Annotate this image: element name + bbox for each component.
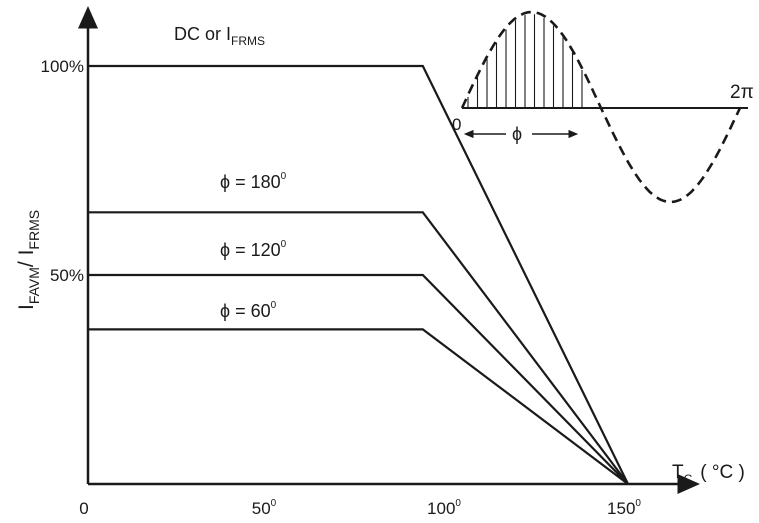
series-label-0: DC or IFRMS (174, 24, 265, 48)
conduction-angle-inset: 0 2π ϕ (452, 10, 754, 204)
series-line-1 (88, 211, 629, 485)
y-axis-label-slash: / (15, 255, 38, 267)
x-tick-degree-1: 0 (271, 498, 277, 509)
x-axis-label-unit: ( °C ) (700, 462, 745, 483)
series-label-main-1: ϕ = 180 (220, 172, 281, 192)
x-tick-degree-2: 0 (455, 498, 461, 509)
inset-conduction-hatch (467, 14, 583, 108)
inset-sine-wave (460, 10, 742, 204)
series-line-0 (88, 64, 629, 485)
series-label-main-2: ϕ = 120 (220, 240, 281, 260)
x-tick-label-1: 500 (252, 498, 277, 518)
series-label-degree-2: 0 (281, 239, 287, 250)
y-tick-label-1: 100% (41, 57, 84, 76)
series-line-2 (88, 273, 629, 485)
y-axis-label-sub2: FRMS (26, 210, 42, 250)
series-label-1: ϕ = 1800 (220, 171, 287, 192)
inset-angle-label: ϕ (512, 124, 522, 144)
series-label-sub-0: FRMS (231, 34, 265, 48)
series-layer (88, 64, 629, 485)
series-label-degree-1: 0 (281, 171, 287, 182)
y-axis-label-sub1: FAVM (26, 267, 42, 304)
series-label-3: ϕ = 600 (220, 300, 277, 321)
series-label-2: ϕ = 1200 (220, 239, 287, 260)
series-label-main-3: ϕ = 60 (220, 301, 271, 321)
y-tick-label-0: 50% (50, 266, 84, 285)
x-axis-label: TC ( °C ) (672, 462, 745, 486)
inset-origin-label: 0 (452, 115, 461, 134)
x-axis-label-main: T (672, 462, 684, 483)
series-line-3 (88, 328, 629, 485)
series-label-main-0: DC or I (174, 24, 231, 44)
y-axis-label-main2: I (15, 250, 38, 256)
x-axis-label-sub: C (684, 472, 693, 486)
x-tick-degree-3: 0 (635, 498, 641, 509)
x-tick-label-2: 1000 (427, 498, 461, 518)
y-axis-label: IFAVM/ IFRMS (15, 210, 42, 310)
x-tick-label-3: 1500 (607, 498, 641, 518)
x-tick-label-0: 0 (79, 499, 88, 518)
series-label-degree-3: 0 (271, 300, 277, 311)
inset-end-label: 2π (730, 82, 754, 103)
y-axis-label-main1: I (15, 304, 38, 310)
